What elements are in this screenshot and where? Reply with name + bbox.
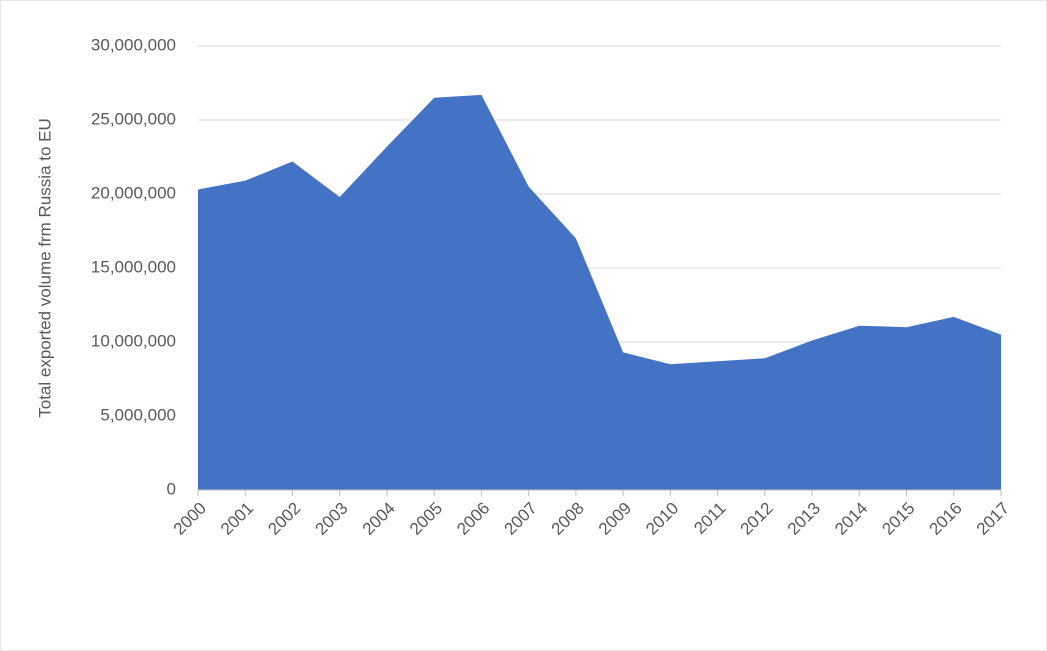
y-tick-label: 25,000,000 — [91, 109, 176, 128]
y-tick-label: 15,000,000 — [91, 257, 176, 276]
area — [198, 94, 1001, 490]
y-tick-label: 20,000,000 — [91, 183, 176, 202]
y-tick-label: 5,000,000 — [100, 405, 176, 424]
y-tick-label: 10,000,000 — [91, 331, 176, 350]
y-tick-label: 30,000,000 — [91, 35, 176, 54]
y-tick-label: 0 — [167, 479, 176, 498]
y-axis-title: Total exported volume frm Russia to EU — [35, 118, 54, 418]
